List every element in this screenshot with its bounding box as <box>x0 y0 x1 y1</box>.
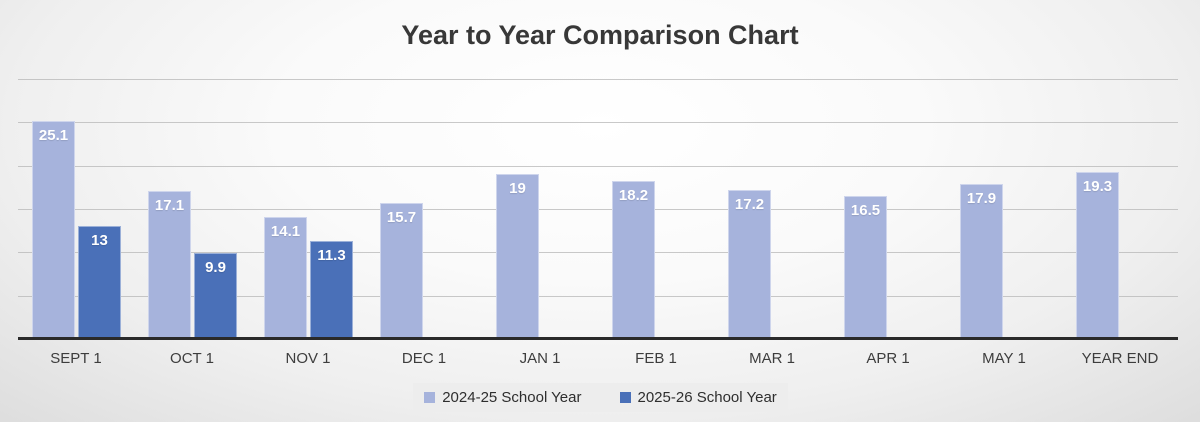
legend-swatch-icon <box>424 392 436 403</box>
x-axis-tick-label: FEB 1 <box>635 350 677 367</box>
bar-2024-25: 17.1 <box>148 191 191 339</box>
gridline <box>18 252 1178 253</box>
bar-value-label: 17.2 <box>734 196 765 213</box>
bar-value-label: 25.1 <box>38 127 69 144</box>
x-axis-tick-label: DEC 1 <box>401 350 447 367</box>
bar-value-label: 15.7 <box>386 209 417 226</box>
bar-2025-26: 9.9 <box>194 253 237 339</box>
x-axis-line <box>18 337 1178 340</box>
chart-title: Year to Year Comparison Chart <box>401 20 799 50</box>
bar-2024-25: 14.1 <box>264 217 307 339</box>
gridline <box>18 296 1178 297</box>
gridline <box>18 79 1178 80</box>
bar-2024-25: 19.3 <box>1076 172 1119 339</box>
bar-2024-25: 16.5 <box>844 196 887 339</box>
legend-item: 2025-26 School Year <box>619 389 777 406</box>
bar-2024-25: 19 <box>496 174 539 339</box>
bar-value-label: 13 <box>91 232 108 249</box>
x-axis-tick-label: OCT 1 <box>170 350 214 367</box>
legend-swatch-icon <box>619 392 631 403</box>
legend-item: 2024-25 School Year <box>424 389 582 406</box>
legend: 2024-25 School Year 2025-26 School Year <box>413 383 788 412</box>
bar-2024-25: 15.7 <box>380 203 423 339</box>
x-axis-tick-label: NOV 1 <box>285 350 331 367</box>
bar-2024-25: 25.1 <box>32 121 75 339</box>
bar-2024-25: 17.9 <box>960 184 1003 339</box>
gridline <box>18 166 1178 167</box>
bar-value-label: 16.5 <box>850 202 881 219</box>
gridline <box>18 122 1178 123</box>
x-axis-tick-label: MAY 1 <box>982 350 1026 367</box>
bar-value-label: 17.9 <box>966 190 997 207</box>
x-axis-tick-label: MAR 1 <box>749 350 795 367</box>
bar-value-label: 17.1 <box>154 197 185 214</box>
legend-label: 2025-26 School Year <box>637 389 777 406</box>
gridline <box>18 209 1178 210</box>
bar-value-label: 9.9 <box>205 259 226 276</box>
x-axis-tick-label: SEPT 1 <box>50 350 102 367</box>
x-axis-tick-label: JAN 1 <box>519 350 561 367</box>
bar-2024-25: 18.2 <box>612 181 655 339</box>
bar-value-label: 19.3 <box>1082 178 1113 195</box>
bar-value-label: 11.3 <box>317 247 346 264</box>
bar-value-label: 14.1 <box>270 223 301 240</box>
legend-label: 2024-25 School Year <box>442 389 582 406</box>
x-axis-tick-label: APR 1 <box>866 350 910 367</box>
bar-2024-25: 17.2 <box>728 190 771 339</box>
bar-2025-26: 13 <box>78 226 121 339</box>
bar-value-label: 18.2 <box>618 187 649 204</box>
bar-value-label: 19 <box>509 180 526 197</box>
x-axis-tick-label: YEAR END <box>1081 350 1159 367</box>
bar-2025-26: 11.3 <box>310 241 353 339</box>
